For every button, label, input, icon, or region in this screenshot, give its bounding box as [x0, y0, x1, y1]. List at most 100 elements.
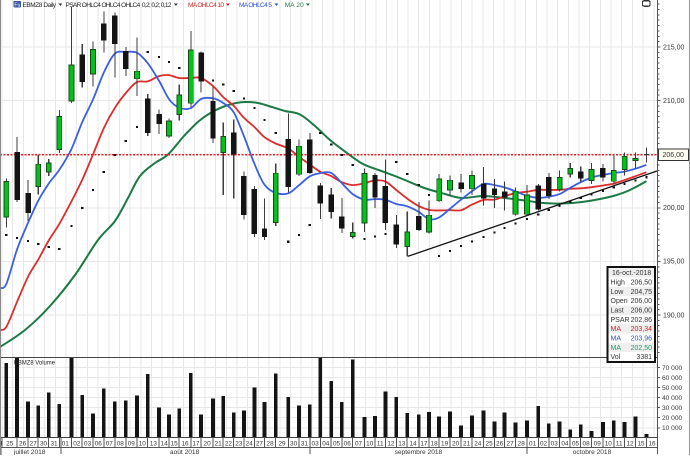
- svg-text:PSAR: PSAR: [611, 317, 630, 324]
- svg-text:PSAR OHLC4 OHLC4 OHLC4 0,2; 0: PSAR OHLC4 OHLC4 OHLC4 0,2; 0,2; 0,12: [66, 2, 172, 9]
- svg-text:06: 06: [95, 440, 103, 447]
- svg-text:juillet 2018: juillet 2018: [13, 449, 46, 455]
- svg-text:206,50: 206,50: [631, 280, 653, 287]
- svg-text:02: 02: [540, 440, 548, 447]
- svg-text:202,50: 202,50: [631, 345, 653, 352]
- svg-text:20: 20: [452, 440, 460, 447]
- svg-text:23: 23: [235, 440, 243, 447]
- svg-text:09: 09: [594, 440, 602, 447]
- svg-text:14: 14: [161, 440, 169, 447]
- svg-text:30 000: 30 000: [662, 405, 683, 412]
- svg-text:septembre 2018: septembre 2018: [395, 449, 443, 455]
- svg-text:18: 18: [431, 440, 439, 447]
- svg-text:206,00: 206,00: [663, 152, 685, 159]
- svg-text:30: 30: [40, 440, 48, 447]
- svg-text:25: 25: [486, 440, 494, 447]
- svg-text:24: 24: [246, 440, 254, 447]
- svg-text:25: 25: [6, 440, 14, 447]
- svg-text:10: 10: [366, 440, 374, 447]
- svg-text:août 2018: août 2018: [170, 449, 200, 455]
- svg-text:04: 04: [322, 440, 330, 447]
- svg-text:06: 06: [344, 440, 352, 447]
- svg-text:11: 11: [616, 440, 623, 447]
- svg-text:10 000: 10 000: [662, 425, 683, 432]
- svg-text:19: 19: [441, 440, 449, 447]
- svg-text:03: 03: [312, 440, 320, 447]
- svg-text:16: 16: [648, 440, 656, 447]
- svg-text:EBMZ8 Daily: EBMZ8 Daily: [23, 2, 57, 9]
- svg-text:EBMZ8 Volume: EBMZ8 Volume: [14, 360, 55, 367]
- svg-text:28: 28: [518, 440, 526, 447]
- svg-text:MA OHLC4 10: MA OHLC4 10: [188, 2, 224, 9]
- svg-text:13: 13: [398, 440, 406, 447]
- svg-text:Fu: Fu: [14, 2, 20, 8]
- svg-text:17: 17: [420, 440, 428, 447]
- svg-text:26: 26: [496, 440, 504, 447]
- svg-text:24: 24: [474, 440, 482, 447]
- svg-text:05: 05: [333, 440, 341, 447]
- svg-text:MA 20: MA 20: [285, 2, 304, 9]
- svg-text:17: 17: [192, 440, 200, 447]
- svg-text:206,00: 206,00: [631, 298, 653, 305]
- svg-text:MA: MA: [611, 326, 622, 333]
- svg-text:40 000: 40 000: [662, 395, 683, 402]
- svg-text:20: 20: [204, 440, 212, 447]
- svg-text:07: 07: [355, 440, 363, 447]
- svg-text:High: High: [611, 280, 626, 287]
- svg-text:26: 26: [19, 440, 27, 447]
- svg-text:Low: Low: [611, 289, 625, 296]
- svg-text:12: 12: [626, 440, 634, 447]
- svg-text:04: 04: [561, 440, 569, 447]
- svg-text:05: 05: [572, 440, 580, 447]
- svg-text:MA: MA: [611, 336, 622, 343]
- svg-text:15: 15: [637, 440, 645, 447]
- svg-text:02: 02: [73, 440, 81, 447]
- svg-text:03: 03: [551, 440, 559, 447]
- svg-text:204,75: 204,75: [631, 289, 653, 296]
- svg-text:30: 30: [290, 440, 298, 447]
- svg-text:MA: MA: [611, 345, 622, 352]
- svg-text:01: 01: [62, 440, 70, 447]
- svg-text:08: 08: [117, 440, 125, 447]
- svg-text:09: 09: [128, 440, 136, 447]
- svg-text:28: 28: [267, 440, 275, 447]
- svg-text:Vol: Vol: [611, 354, 621, 361]
- svg-text:21: 21: [463, 440, 471, 447]
- svg-text:215,00: 215,00: [663, 44, 685, 51]
- svg-text:200,00: 200,00: [663, 205, 685, 212]
- svg-text:12: 12: [387, 440, 395, 447]
- svg-text:70 000: 70 000: [662, 365, 683, 372]
- svg-text:16-oct.-2018: 16-oct.-2018: [612, 270, 651, 277]
- svg-text:10: 10: [139, 440, 147, 447]
- svg-text:60 000: 60 000: [662, 375, 683, 382]
- svg-text:27: 27: [256, 440, 264, 447]
- svg-text:195,00: 195,00: [663, 259, 685, 266]
- svg-text:22: 22: [225, 440, 233, 447]
- svg-text:Last: Last: [611, 308, 624, 315]
- svg-text:14: 14: [409, 440, 417, 447]
- svg-text:190,00: 190,00: [663, 312, 685, 319]
- svg-text:03: 03: [84, 440, 92, 447]
- svg-text:203,34: 203,34: [631, 326, 653, 333]
- svg-text:07: 07: [106, 440, 114, 447]
- svg-text:16: 16: [181, 440, 189, 447]
- svg-text:27: 27: [30, 440, 38, 447]
- svg-text:3381: 3381: [636, 354, 652, 361]
- svg-text:210,00: 210,00: [663, 98, 685, 105]
- svg-text:27: 27: [507, 440, 515, 447]
- svg-text:203,96: 203,96: [631, 336, 653, 343]
- svg-text:31: 31: [50, 440, 58, 447]
- svg-text:10: 10: [605, 440, 613, 447]
- svg-text:24: 24: [0, 440, 3, 447]
- svg-text:202,86: 202,86: [631, 317, 653, 324]
- svg-text:13: 13: [150, 440, 158, 447]
- svg-text:15: 15: [171, 440, 179, 447]
- svg-text:01: 01: [529, 440, 537, 447]
- svg-text:20 000: 20 000: [662, 415, 683, 422]
- svg-text:octobre 2018: octobre 2018: [573, 449, 612, 455]
- svg-text:31: 31: [301, 440, 309, 447]
- svg-text:29: 29: [278, 440, 286, 447]
- svg-text:11: 11: [377, 440, 384, 447]
- svg-text:MA OHLC4 5: MA OHLC4 5: [239, 2, 272, 9]
- svg-text:Open: Open: [611, 298, 628, 305]
